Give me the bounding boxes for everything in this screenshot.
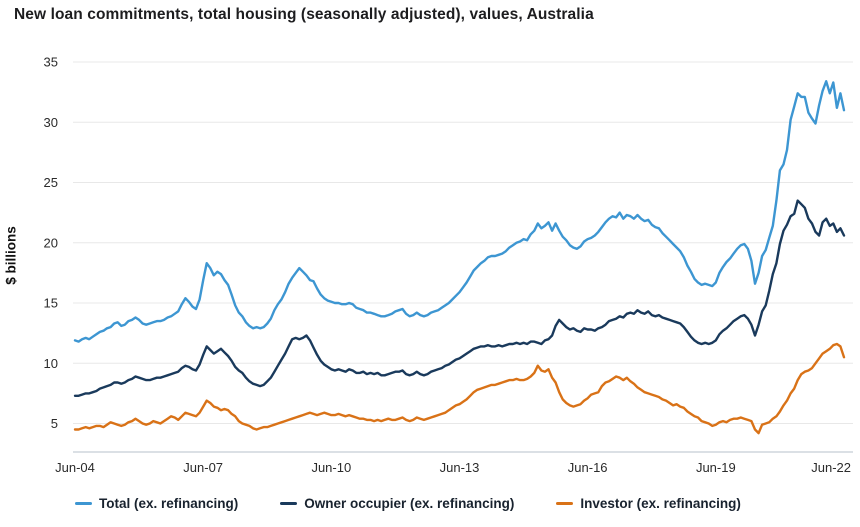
y-tick-label: 5: [51, 416, 58, 431]
y-tick-label: 25: [44, 175, 58, 190]
x-tick-label: Jun-22: [811, 460, 851, 475]
legend-label-owner-occupier: Owner occupier (ex. refinancing): [304, 496, 515, 511]
y-tick-label: 30: [44, 115, 58, 130]
y-tick-label: 20: [44, 235, 58, 250]
y-tick-label: 10: [44, 356, 58, 371]
legend-label-total: Total (ex. refinancing): [99, 496, 239, 511]
legend-item-total[interactable]: Total (ex. refinancing): [75, 496, 238, 511]
total-series-swatch-icon: [75, 502, 92, 505]
chart-title: New loan commitments, total housing (sea…: [14, 6, 594, 23]
x-tick-label: Jun-04: [55, 460, 95, 475]
series-line-owner-occupier-ex-refinancing: [73, 199, 846, 397]
y-tick-label: 15: [44, 296, 58, 311]
y-tick-label: 35: [44, 55, 58, 70]
chart-legend: Total (ex. refinancing) Owner occupier (…: [75, 496, 741, 511]
legend-label-investor: Investor (ex. refinancing): [580, 496, 741, 511]
x-tick-label: Jun-16: [568, 460, 608, 475]
x-tick-label: Jun-10: [311, 460, 351, 475]
legend-item-owner-occupier[interactable]: Owner occupier (ex. refinancing): [280, 496, 514, 511]
legend-item-investor[interactable]: Investor (ex. refinancing): [556, 496, 741, 511]
x-tick-label: Jun-19: [696, 460, 736, 475]
series-line-total-ex-refinancing: [73, 80, 846, 343]
investor-series-swatch-icon: [556, 502, 574, 505]
x-tick-label: Jun-13: [440, 460, 480, 475]
series-line-investor-ex-refinancing: [73, 342, 846, 435]
x-tick-label: Jun-07: [183, 460, 223, 475]
owner-occupier-series-swatch-icon: [280, 502, 298, 505]
